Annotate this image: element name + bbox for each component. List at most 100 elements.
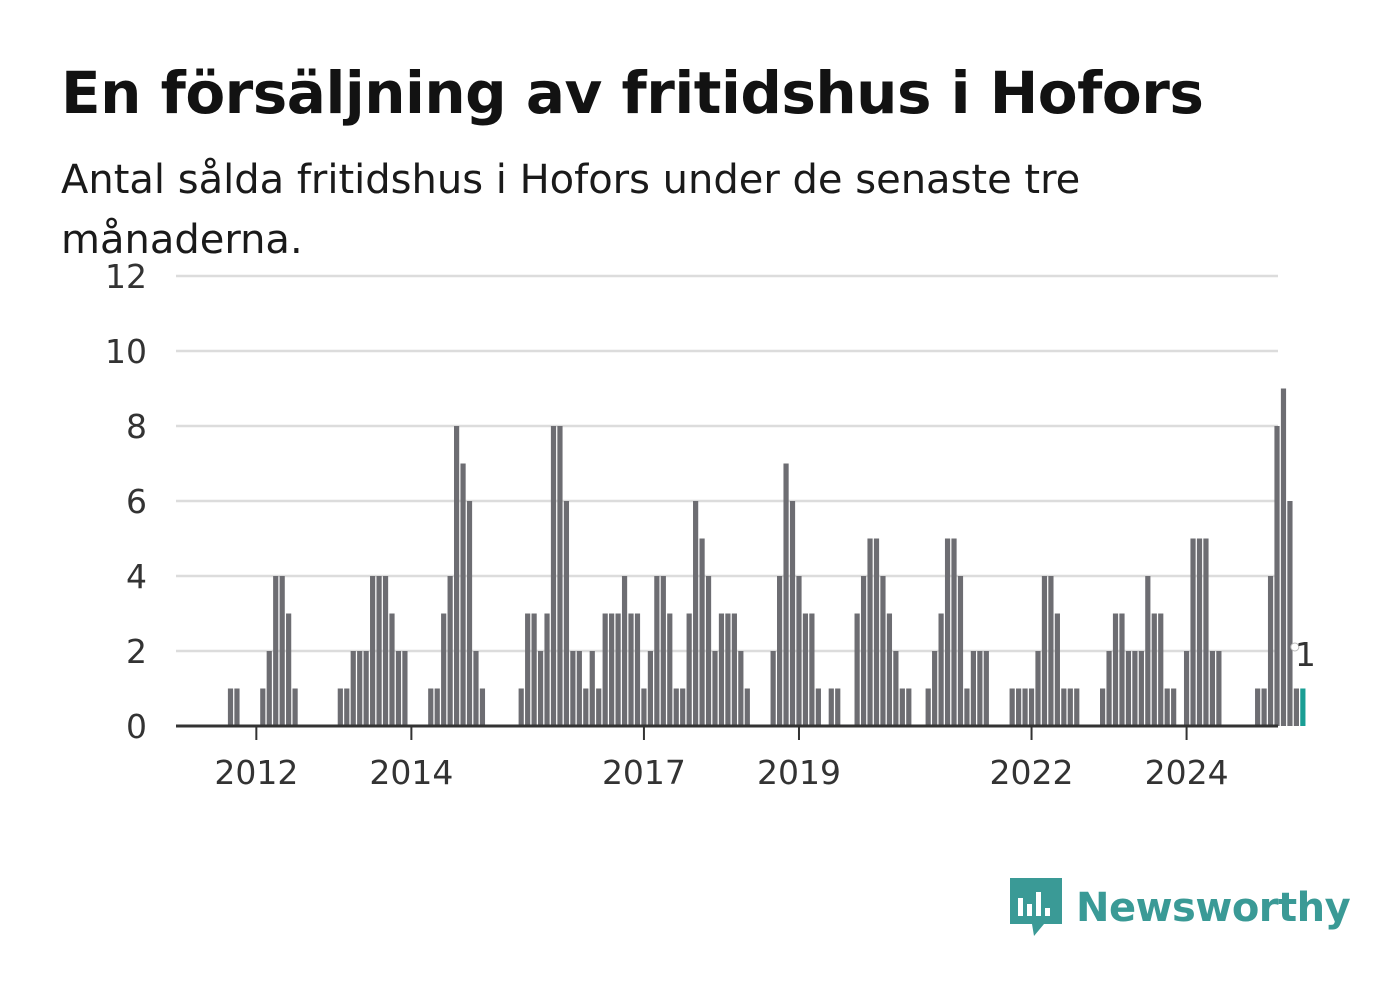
x-tick-label: 2024 <box>1145 753 1229 792</box>
bar <box>1287 501 1293 726</box>
bar <box>557 426 563 726</box>
bar <box>227 688 234 726</box>
highlight-annotation: 1 <box>1290 635 1316 674</box>
bar <box>654 576 660 726</box>
bar <box>273 576 279 726</box>
bar <box>596 688 602 726</box>
bar <box>376 576 382 726</box>
x-tick-label: 2019 <box>757 753 841 792</box>
bar <box>602 613 608 726</box>
bars <box>227 388 1306 726</box>
bar <box>867 538 873 726</box>
bar <box>344 688 350 726</box>
bar <box>1048 576 1054 726</box>
bar <box>447 576 453 726</box>
y-tick-label: 6 <box>126 482 147 521</box>
bar <box>925 688 931 726</box>
bar <box>576 651 582 726</box>
bar <box>777 576 783 726</box>
bar <box>1190 538 1196 726</box>
bar <box>466 501 473 726</box>
bar <box>977 651 983 726</box>
bar <box>1203 538 1209 726</box>
bar <box>537 651 544 726</box>
y-axis-ticks: 0 2 4 6 8 10 12 <box>105 257 147 746</box>
bar <box>951 538 957 726</box>
bar <box>873 538 880 726</box>
bar <box>382 576 389 726</box>
bar <box>1209 651 1216 726</box>
bar <box>789 501 796 726</box>
bar <box>854 613 860 726</box>
bar <box>1035 651 1041 726</box>
bar <box>525 613 531 726</box>
bar <box>809 613 815 726</box>
bar <box>880 576 886 726</box>
bar <box>1293 688 1299 726</box>
bar <box>738 651 744 726</box>
gridlines <box>176 274 1278 653</box>
bar <box>712 651 718 726</box>
bar <box>589 651 595 726</box>
highlight-label: 1 <box>1295 635 1316 674</box>
bar <box>389 613 395 726</box>
y-tick-label: 0 <box>126 707 147 746</box>
bar <box>286 613 292 726</box>
bar <box>1267 576 1274 726</box>
bar <box>796 576 802 726</box>
bar <box>1112 613 1119 726</box>
bar <box>454 426 460 726</box>
bar <box>725 613 731 726</box>
bar <box>363 651 369 726</box>
x-axis-ticks: 2012 2014 2017 2019 2022 2024 <box>214 726 1229 792</box>
bar <box>1274 426 1280 726</box>
bar <box>673 688 679 726</box>
bar <box>1196 538 1203 726</box>
bar <box>1216 651 1222 726</box>
bar <box>1009 688 1015 726</box>
bar <box>932 651 938 726</box>
bar <box>667 613 673 726</box>
bar-highlight <box>1300 688 1306 726</box>
bar <box>615 613 621 726</box>
x-tick-label: 2017 <box>602 753 686 792</box>
bar <box>357 651 363 726</box>
bar <box>938 613 944 726</box>
bar <box>1158 613 1164 726</box>
bar <box>337 688 343 726</box>
bar <box>550 426 557 726</box>
bar <box>718 613 725 726</box>
y-tick-label: 2 <box>126 632 147 671</box>
x-tick-label: 2022 <box>990 753 1074 792</box>
bar <box>680 688 686 726</box>
bar <box>628 613 634 726</box>
bar <box>634 613 641 726</box>
bar <box>1171 688 1177 726</box>
bar <box>957 576 964 726</box>
brand-name: Newsworthy <box>1076 885 1351 931</box>
bar <box>886 613 893 726</box>
bar <box>266 651 272 726</box>
bar <box>970 651 976 726</box>
bar <box>893 651 899 726</box>
bar <box>473 651 479 726</box>
bar <box>1100 688 1106 726</box>
bar <box>531 613 537 726</box>
bar <box>641 688 647 726</box>
bar <box>1028 688 1035 726</box>
newsworthy-logo: Newsworthy <box>1010 878 1351 938</box>
bar <box>1061 688 1067 726</box>
bar <box>731 613 737 726</box>
bar <box>1255 688 1261 726</box>
bar <box>395 651 402 726</box>
bar <box>1132 651 1138 726</box>
bar <box>292 688 298 726</box>
bar <box>544 613 550 726</box>
bar <box>1151 613 1157 726</box>
bar <box>835 688 841 726</box>
bar <box>1022 688 1028 726</box>
y-tick-label: 4 <box>126 557 147 596</box>
bar <box>744 688 750 726</box>
bar <box>441 613 447 726</box>
